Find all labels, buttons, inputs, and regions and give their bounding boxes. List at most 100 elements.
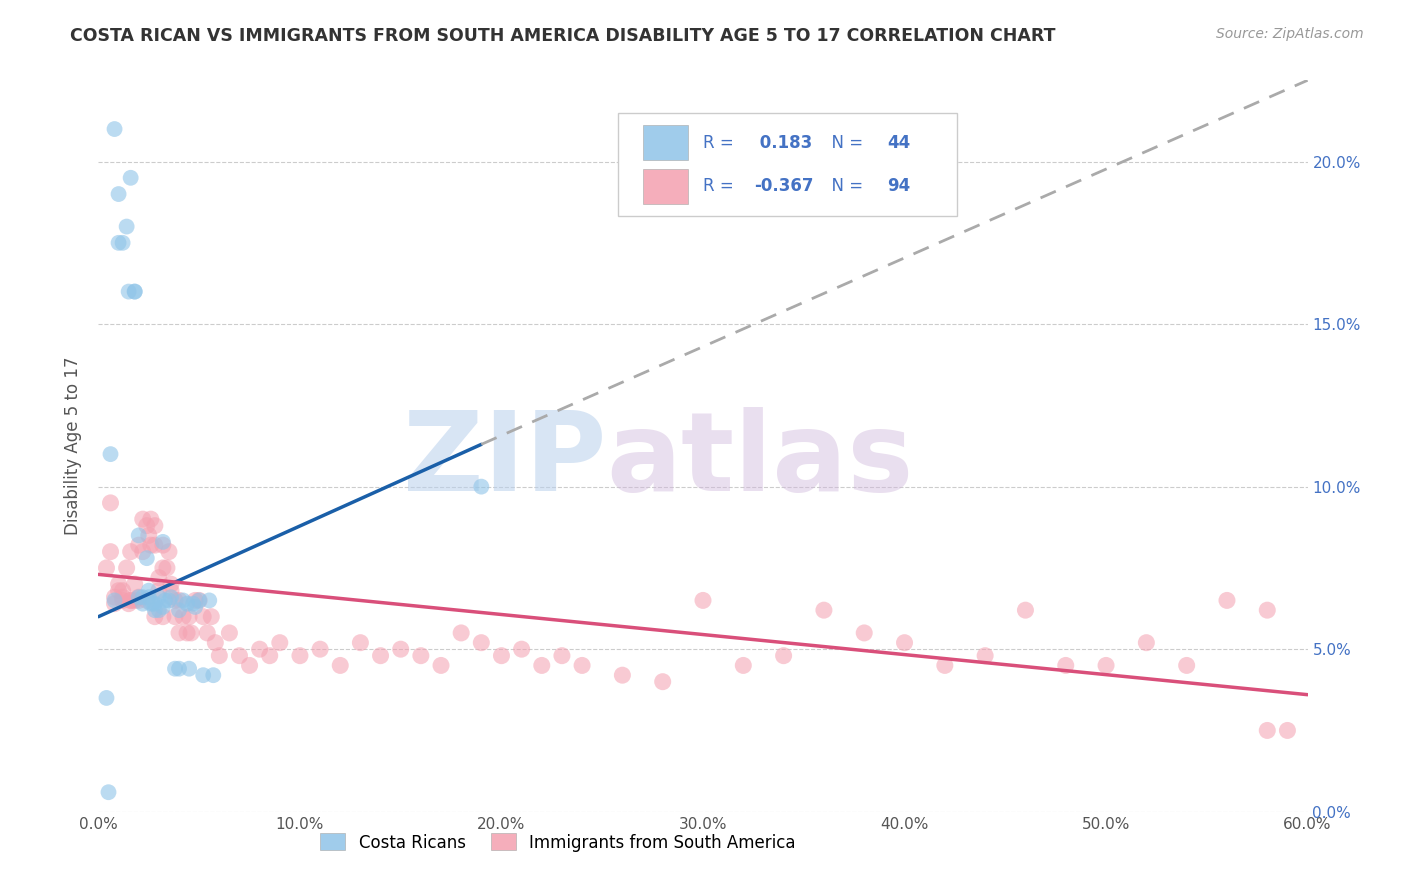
Point (1277, 723, 1299, 738)
Point (128, 538, 150, 552)
Point (107, 187, 129, 202)
Text: R =: R = (703, 178, 740, 195)
Point (1175, 658, 1198, 673)
Point (188, 593, 211, 607)
Point (139, 538, 162, 552)
Point (124, 577, 146, 591)
Point (188, 593, 211, 607)
Text: atlas: atlas (606, 407, 914, 514)
Point (139, 597, 162, 611)
Point (198, 593, 221, 607)
Point (510, 642, 533, 657)
Point (571, 658, 593, 673)
Text: R =: R = (703, 134, 740, 152)
Point (288, 648, 311, 663)
Point (128, 528, 150, 542)
Point (530, 658, 553, 673)
Point (143, 538, 166, 552)
Point (152, 538, 174, 552)
Point (107, 577, 129, 591)
Point (157, 593, 180, 607)
Point (651, 674, 673, 689)
Point (96, 561, 118, 575)
Point (148, 603, 170, 617)
Point (100, 544, 122, 558)
Point (853, 626, 876, 640)
Point (409, 648, 432, 663)
Point (135, 518, 157, 533)
Point (893, 635, 915, 649)
Legend: Costa Ricans, Immigrants from South America: Costa Ricans, Immigrants from South Amer… (314, 827, 803, 858)
Point (218, 626, 240, 640)
Point (160, 583, 183, 598)
Point (100, 496, 122, 510)
Point (204, 635, 226, 649)
Point (551, 648, 574, 663)
Point (172, 593, 194, 607)
Point (163, 609, 186, 624)
Point (107, 583, 129, 598)
Point (128, 590, 150, 604)
Point (329, 658, 352, 673)
Point (389, 642, 412, 657)
Point (179, 662, 201, 676)
Point (115, 561, 138, 575)
Point (167, 626, 190, 640)
Text: 44: 44 (887, 134, 910, 152)
Point (103, 590, 125, 604)
Point (184, 593, 207, 607)
Point (249, 642, 271, 657)
Point (228, 648, 250, 663)
Point (193, 609, 215, 624)
Point (181, 597, 204, 611)
Text: N =: N = (821, 134, 869, 152)
Point (179, 609, 201, 624)
Point (1014, 603, 1036, 617)
Point (193, 668, 215, 682)
Point (103, 122, 125, 136)
Point (120, 544, 142, 558)
FancyBboxPatch shape (619, 113, 957, 216)
Point (1216, 593, 1239, 607)
Point (184, 599, 207, 614)
Point (111, 590, 134, 604)
Point (132, 597, 155, 611)
Text: -0.367: -0.367 (754, 178, 813, 195)
Text: 94: 94 (887, 178, 910, 195)
Text: Source: ZipAtlas.com: Source: ZipAtlas.com (1216, 27, 1364, 41)
FancyBboxPatch shape (643, 169, 689, 203)
Point (138, 590, 160, 604)
Point (153, 593, 176, 607)
Point (148, 590, 170, 604)
Point (430, 658, 453, 673)
Point (1256, 723, 1278, 738)
Point (142, 597, 165, 611)
Point (120, 593, 142, 607)
Point (491, 648, 513, 663)
Point (111, 235, 134, 250)
Point (163, 593, 186, 607)
Point (128, 593, 150, 607)
Point (733, 658, 755, 673)
Point (118, 285, 141, 299)
Point (138, 528, 160, 542)
Point (148, 571, 170, 585)
Point (239, 658, 262, 673)
Text: ZIP: ZIP (404, 407, 606, 514)
Point (167, 603, 190, 617)
Point (349, 635, 371, 649)
Point (124, 593, 146, 607)
Point (124, 285, 146, 299)
Point (1256, 603, 1278, 617)
Point (934, 658, 956, 673)
Point (167, 662, 190, 676)
Point (143, 597, 166, 611)
Point (143, 603, 166, 617)
Point (128, 590, 150, 604)
Point (152, 561, 174, 575)
Point (135, 593, 157, 607)
Point (269, 635, 291, 649)
Point (143, 518, 166, 533)
Point (156, 561, 179, 575)
Point (176, 597, 198, 611)
